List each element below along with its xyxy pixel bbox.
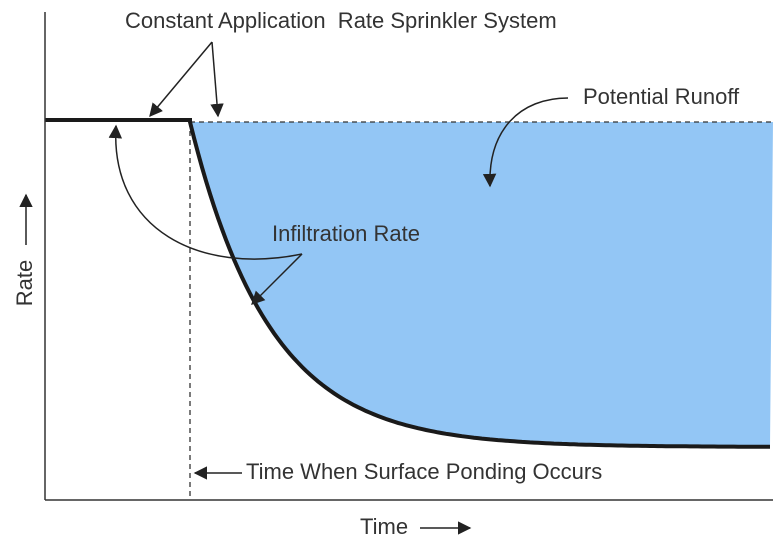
arrow bbox=[210, 41, 224, 118]
y-axis-label: Rate bbox=[12, 260, 37, 306]
runoff-label: Potential Runoff bbox=[583, 84, 740, 109]
arrow bbox=[251, 253, 303, 305]
arrow bbox=[482, 97, 569, 188]
infiltration-label: Infiltration Rate bbox=[272, 221, 420, 246]
title: Constant Application Rate Sprinkler Syst… bbox=[125, 8, 557, 33]
x-axis-label: Time bbox=[360, 514, 408, 539]
infiltration-curve bbox=[45, 118, 770, 449]
ponding-label: Time When Surface Ponding Occurs bbox=[246, 459, 602, 484]
arrow bbox=[149, 41, 213, 118]
runoff-area bbox=[190, 122, 773, 447]
arrow bbox=[108, 124, 303, 260]
